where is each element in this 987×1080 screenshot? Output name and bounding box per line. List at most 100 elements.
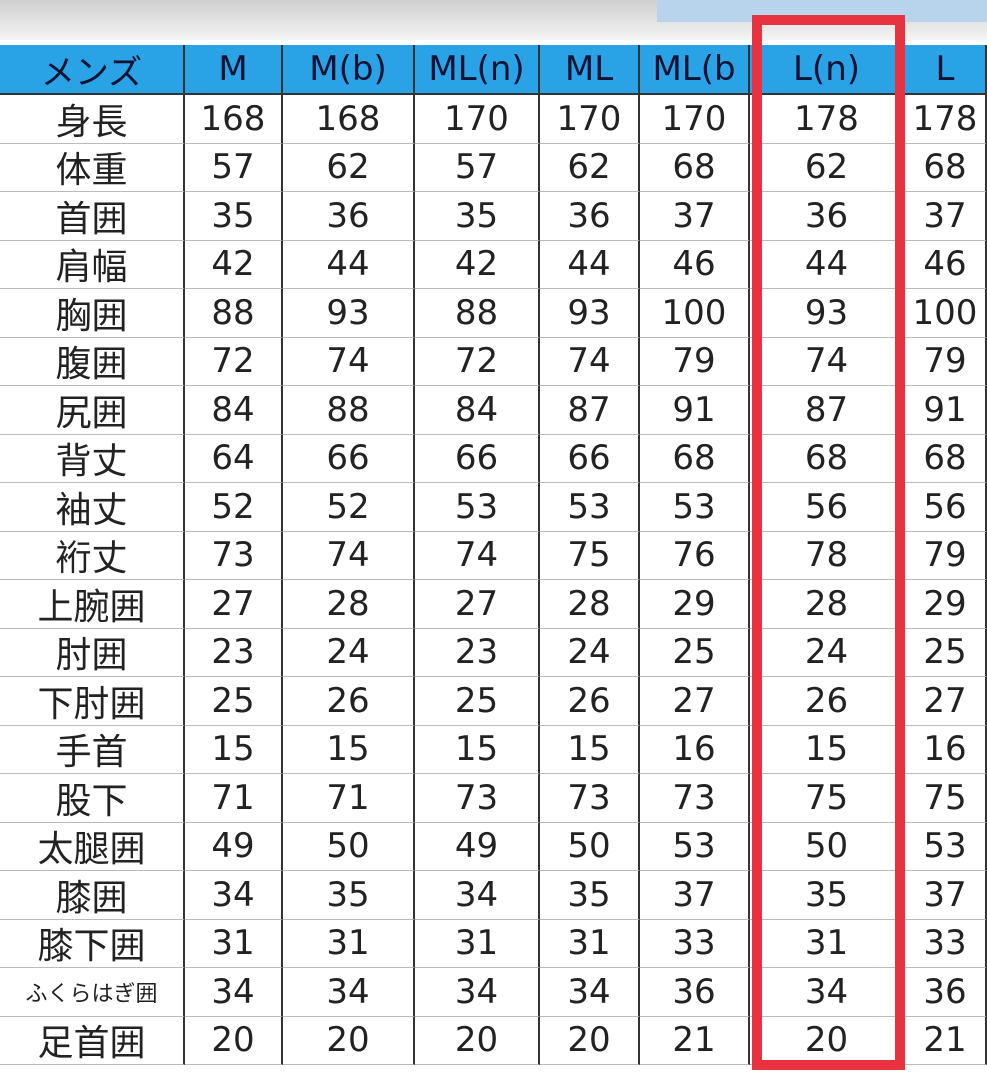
value-cell: 25 (415, 677, 540, 726)
value-cell: 28 (283, 580, 415, 629)
value-cell: 16 (640, 725, 750, 774)
value-cell: 100 (905, 289, 987, 338)
value-cell: 31 (540, 919, 640, 968)
value-cell: 34 (185, 968, 283, 1017)
value-cell: 68 (905, 434, 987, 483)
value-cell: 91 (640, 386, 750, 435)
value-cell: 72 (185, 337, 283, 386)
row-label: 膝下囲 (0, 919, 185, 968)
value-cell: 36 (283, 192, 415, 241)
value-cell: 84 (185, 386, 283, 435)
value-cell: 36 (540, 192, 640, 241)
value-cell: 34 (415, 968, 540, 1017)
value-cell: 33 (640, 919, 750, 968)
value-cell: 168 (283, 95, 415, 144)
row-label: 下肘囲 (0, 677, 185, 726)
value-cell: 76 (640, 531, 750, 580)
row-label: 肩幅 (0, 240, 185, 289)
value-cell: 79 (905, 337, 987, 386)
value-cell: 16 (905, 725, 987, 774)
value-cell: 75 (750, 774, 905, 823)
row-label: 尻囲 (0, 386, 185, 435)
value-cell: 93 (540, 289, 640, 338)
value-cell: 35 (185, 192, 283, 241)
value-cell: 33 (905, 919, 987, 968)
header-cell: L(n) (750, 45, 905, 95)
header-cell: メンズ (0, 45, 185, 95)
value-cell: 64 (185, 434, 283, 483)
header-cell: ML(b (640, 45, 750, 95)
value-cell: 68 (640, 143, 750, 192)
value-cell: 73 (640, 774, 750, 823)
value-cell: 26 (283, 677, 415, 726)
header-cell: L (905, 45, 987, 95)
row-label: 肘囲 (0, 628, 185, 677)
value-cell: 57 (415, 143, 540, 192)
value-cell: 170 (640, 95, 750, 144)
value-cell: 87 (540, 386, 640, 435)
row-label: 首囲 (0, 192, 185, 241)
row-label: 体重 (0, 143, 185, 192)
value-cell: 52 (185, 483, 283, 532)
value-cell: 44 (750, 240, 905, 289)
row-label: 上腕囲 (0, 580, 185, 629)
value-cell: 46 (640, 240, 750, 289)
value-cell: 49 (185, 822, 283, 871)
value-cell: 53 (640, 483, 750, 532)
value-cell: 29 (640, 580, 750, 629)
row-label: 股下 (0, 774, 185, 823)
value-cell: 168 (185, 95, 283, 144)
value-cell: 20 (283, 1016, 415, 1065)
value-cell: 53 (905, 822, 987, 871)
value-cell: 62 (540, 143, 640, 192)
value-cell: 91 (905, 386, 987, 435)
value-cell: 27 (415, 580, 540, 629)
value-cell: 73 (415, 774, 540, 823)
value-cell: 31 (185, 919, 283, 968)
value-cell: 79 (640, 337, 750, 386)
value-cell: 36 (640, 968, 750, 1017)
value-cell: 88 (283, 386, 415, 435)
value-cell: 74 (283, 531, 415, 580)
value-cell: 44 (283, 240, 415, 289)
header-cell: M(b) (283, 45, 415, 95)
value-cell: 71 (283, 774, 415, 823)
value-cell: 28 (540, 580, 640, 629)
value-cell: 20 (540, 1016, 640, 1065)
value-cell: 34 (540, 968, 640, 1017)
value-cell: 27 (640, 677, 750, 726)
highlight-box (752, 15, 905, 1070)
value-cell: 170 (540, 95, 640, 144)
value-cell: 34 (283, 968, 415, 1017)
row-label: 背丈 (0, 434, 185, 483)
value-cell: 20 (415, 1016, 540, 1065)
value-cell: 15 (283, 725, 415, 774)
value-cell: 25 (905, 628, 987, 677)
value-cell: 27 (905, 677, 987, 726)
value-cell: 34 (415, 871, 540, 920)
value-cell: 15 (415, 725, 540, 774)
value-cell: 72 (415, 337, 540, 386)
value-cell: 68 (905, 143, 987, 192)
value-cell: 71 (185, 774, 283, 823)
value-cell: 24 (540, 628, 640, 677)
value-cell: 20 (185, 1016, 283, 1065)
value-cell: 100 (640, 289, 750, 338)
value-cell: 31 (283, 919, 415, 968)
value-cell: 42 (415, 240, 540, 289)
value-cell: 35 (283, 871, 415, 920)
value-cell: 37 (905, 871, 987, 920)
value-cell: 35 (415, 192, 540, 241)
row-label: 身長 (0, 95, 185, 144)
value-cell: 56 (905, 483, 987, 532)
value-cell: 53 (640, 822, 750, 871)
header-cell: ML(n) (415, 45, 540, 95)
value-cell: 79 (905, 531, 987, 580)
row-label: 足首囲 (0, 1016, 185, 1065)
value-cell: 87 (750, 386, 905, 435)
value-cell: 23 (185, 628, 283, 677)
header-cell: M (185, 45, 283, 95)
value-cell: 74 (750, 337, 905, 386)
value-cell: 75 (905, 774, 987, 823)
